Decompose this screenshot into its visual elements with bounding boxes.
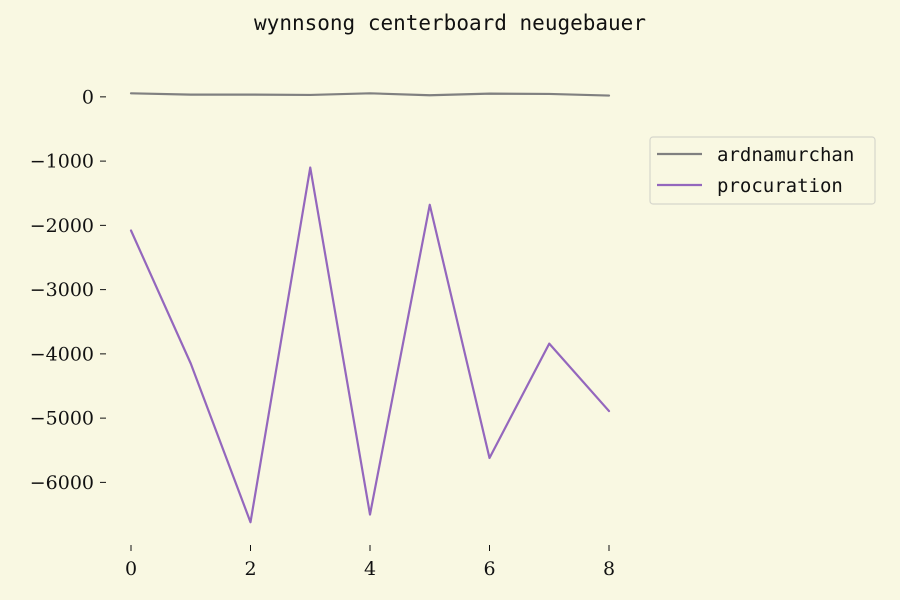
- y-tick-label: −3000: [30, 279, 94, 301]
- x-tick-label: 6: [483, 558, 495, 580]
- series-line-procuration: [129, 166, 611, 524]
- x-axis: 0 2 4 6 8: [125, 545, 615, 580]
- plot-area: [129, 92, 611, 524]
- y-tick-label: −2000: [30, 215, 94, 237]
- x-tick-label: 8: [603, 558, 615, 580]
- y-tick-label: −1000: [30, 151, 94, 173]
- y-axis: 0 −1000 −2000 −3000 −4000 −5000 −6000: [30, 86, 106, 494]
- y-tick-label: −4000: [30, 343, 94, 365]
- legend: ardnamurchan procuration: [649, 136, 876, 205]
- y-tick-label: −5000: [30, 408, 94, 430]
- x-tick-label: 2: [244, 558, 256, 580]
- chart-title: wynnsong centerboard neugebauer: [254, 11, 646, 35]
- series-line-ardnamurchan: [129, 92, 611, 97]
- x-tick-label: 4: [364, 558, 376, 580]
- y-tick-label: 0: [82, 86, 94, 108]
- y-tick-label: −6000: [30, 472, 94, 494]
- legend-label-procuration: procuration: [717, 175, 843, 197]
- x-tick-label: 0: [125, 558, 137, 580]
- legend-label-ardnamurchan: ardnamurchan: [717, 144, 854, 166]
- legend-box: [649, 136, 876, 205]
